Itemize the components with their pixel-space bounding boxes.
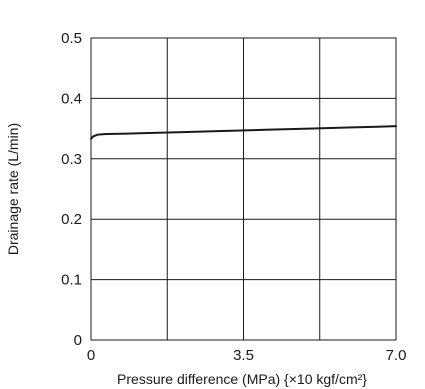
- series-layer: [90, 125, 397, 140]
- plot-frame: [90, 37, 397, 341]
- x-tick-label: 0: [87, 347, 95, 364]
- y-tick-labels: 0 0.1 0.2 0.3 0.4 0.5: [61, 30, 82, 349]
- series-line-0: [90, 125, 397, 140]
- y-tick-label: 0.2: [61, 211, 82, 228]
- y-tick-label: 0.5: [61, 30, 82, 47]
- x-axis-title-main: Pressure difference (MPa) {×10 kgf/cm²}: [117, 371, 367, 387]
- grid: [90, 37, 397, 341]
- x-tick-label: 7.0: [386, 347, 407, 364]
- y-axis-title: Drainage rate (L/min): [5, 123, 21, 255]
- y-tick-label: 0.4: [61, 90, 82, 107]
- x-axis-title: Pressure difference (MPa) {×10 kgf/cm²}: [117, 371, 367, 387]
- x-tick-label: 3.5: [233, 347, 254, 364]
- y-tick-label: 0.1: [61, 272, 82, 289]
- y-tick-label: 0: [74, 332, 82, 349]
- x-tick-labels: 0 3.5 7.0: [87, 347, 407, 364]
- y-tick-label: 0.3: [61, 151, 82, 168]
